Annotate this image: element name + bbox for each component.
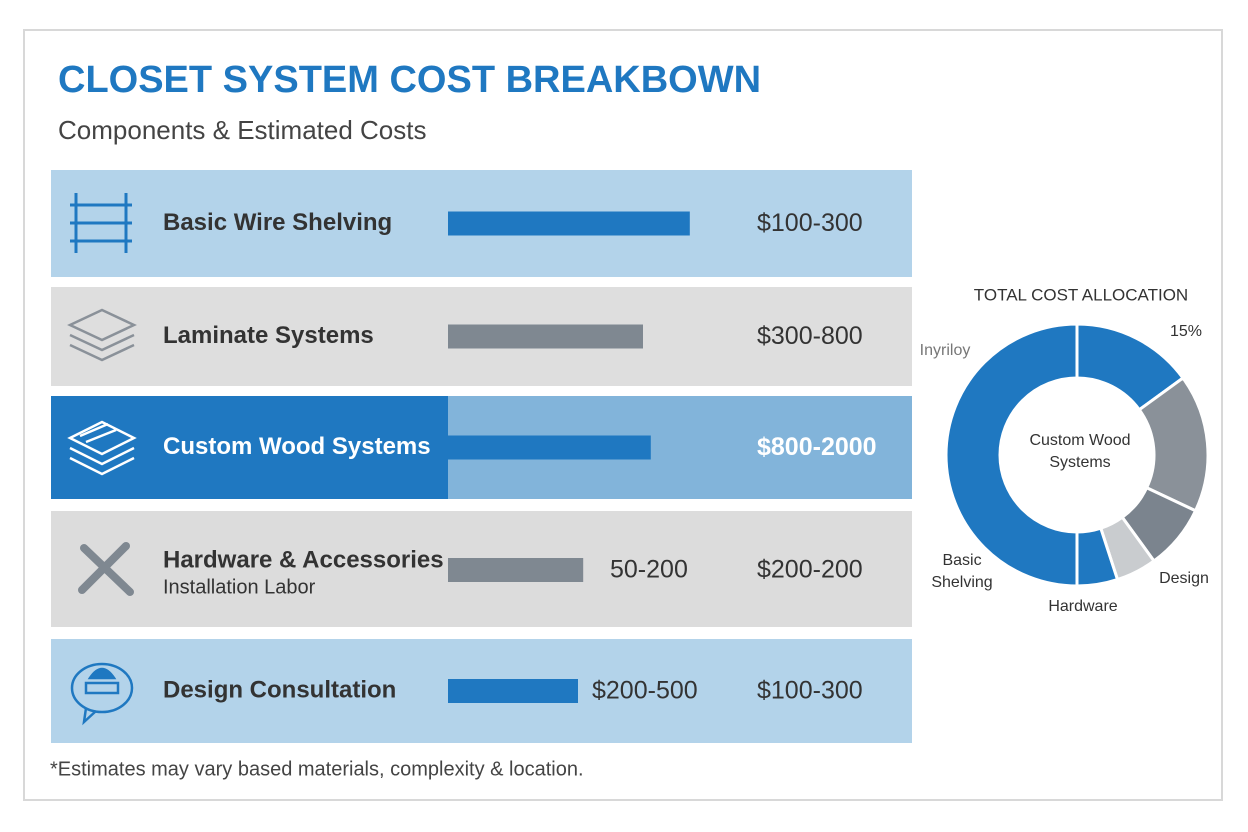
title: CLOSET SYSTEM COST BREAKBOWN: [58, 59, 761, 101]
row-label: Hardware & Accessories: [163, 546, 444, 573]
donut-label: Design: [1159, 570, 1209, 587]
bar: [448, 558, 584, 582]
donut-center-label: Custom Wood Systems: [1029, 432, 1131, 471]
bar: [448, 324, 643, 349]
row-label: Design Consultation: [163, 676, 396, 703]
wood-icon: [67, 420, 137, 476]
donut: 15%: [944, 322, 1210, 588]
donut-value-label: 15%: [1170, 323, 1202, 340]
row-cost: $200-200: [757, 556, 863, 584]
donut-label: Inyriloy: [919, 342, 971, 359]
row-cost: $100-300: [757, 209, 863, 237]
row-label: Custom Wood Systems: [163, 433, 431, 460]
row-label: Basic Wire Shelving: [163, 209, 392, 236]
footnote: *Estimates may vary based materials, com…: [50, 758, 584, 780]
donut-label: Basic Shelving: [931, 552, 993, 591]
bar: [448, 211, 690, 236]
donut-title: TOTAL COST ALLOCATION: [974, 285, 1188, 304]
donut-label: Hardware: [1048, 598, 1118, 615]
bar: [448, 435, 651, 460]
tools-icon: [78, 542, 134, 596]
laminate-icon: [67, 308, 137, 362]
rows: Basic Wire Shelving $100-300 Laminate Syst…: [51, 170, 912, 743]
design-icon: [70, 662, 134, 726]
row-mid: 50-200: [610, 556, 688, 584]
wire-icon: [70, 193, 132, 253]
row-cost: $300-800: [757, 322, 863, 350]
donut-segment: [944, 322, 1079, 588]
icons: [67, 193, 137, 726]
row-cost: $800-2000: [757, 433, 877, 461]
row-cost: $100-300: [757, 677, 863, 705]
bar: [448, 679, 578, 703]
row-label: Laminate Systems: [163, 322, 374, 349]
row-sublabel: Installation Labor: [163, 576, 316, 598]
subtitle: Components & Estimated Costs: [58, 115, 427, 145]
row-mid: $200-500: [592, 677, 698, 705]
